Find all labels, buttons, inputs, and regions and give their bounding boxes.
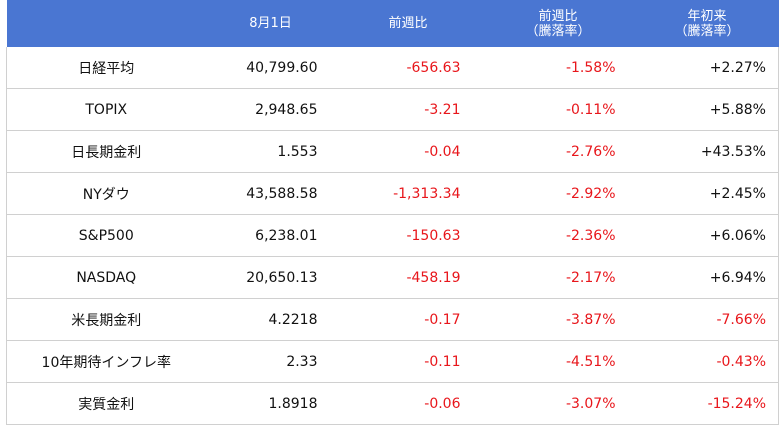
- value-cell: -3.21: [335, 88, 481, 131]
- header-cell: [7, 0, 206, 47]
- value-cell: 2,948.65: [205, 88, 336, 131]
- value-cell: +43.53%: [635, 130, 779, 173]
- header-cell: 前週比: [336, 0, 481, 47]
- table-row: 米長期金利 4.2218 -0.17 -3.87% -7.66%: [6, 298, 779, 341]
- table-row: 実質金利 1.8918 -0.06 -3.07% -15.24%: [6, 382, 779, 425]
- value-cell: -3.87%: [480, 298, 636, 341]
- value-cell: -4.51%: [480, 340, 636, 383]
- value-cell: -7.66%: [635, 298, 779, 341]
- table-row: NASDAQ 20,650.13 -458.19 -2.17% +6.94%: [6, 256, 779, 299]
- header-text: 前週比: [538, 8, 578, 24]
- value-cell: -1,313.34: [335, 172, 481, 215]
- header-text: 年初来: [687, 8, 727, 24]
- row-label: 日経平均: [6, 47, 206, 89]
- header-cell: 年初来 （騰落率）: [636, 0, 779, 47]
- table-row: NYダウ 43,588.58 -1,313.34 -2.92% +2.45%: [6, 172, 779, 215]
- table-row: TOPIX 2,948.65 -3.21 -0.11% +5.88%: [6, 88, 779, 131]
- value-cell: 2.33: [205, 340, 336, 383]
- value-cell: 1.8918: [205, 382, 336, 425]
- value-cell: -0.43%: [635, 340, 779, 383]
- value-cell: -0.04: [335, 130, 481, 173]
- value-cell: -0.11: [335, 340, 481, 383]
- table-row: 10年期待インフレ率 2.33 -0.11 -4.51% -0.43%: [6, 340, 779, 383]
- value-cell: -150.63: [335, 214, 481, 257]
- value-cell: -2.92%: [480, 172, 636, 215]
- value-cell: -0.06: [335, 382, 481, 425]
- value-cell: -656.63: [335, 47, 481, 89]
- market-table: 8月1日 前週比 前週比 （騰落率） 年初来 （騰落率） 日経平均 40,799.60 -65…: [6, 0, 779, 425]
- row-label: 米長期金利: [6, 298, 206, 341]
- value-cell: 20,650.13: [205, 256, 336, 299]
- value-cell: -1.58%: [480, 47, 636, 89]
- value-cell: +6.94%: [635, 256, 779, 299]
- row-label: S&P500: [6, 214, 206, 257]
- header-cell: 8月1日: [206, 0, 336, 47]
- value-cell: -458.19: [335, 256, 481, 299]
- row-label: NYダウ: [6, 172, 206, 215]
- header-row: 8月1日 前週比 前週比 （騰落率） 年初来 （騰落率）: [6, 0, 779, 47]
- value-cell: -0.11%: [480, 88, 636, 131]
- table-row: S&P500 6,238.01 -150.63 -2.36% +6.06%: [6, 214, 779, 257]
- header-text: 8月1日: [249, 16, 292, 31]
- table-row: 日長期金利 1.553 -0.04 -2.76% +43.53%: [6, 130, 779, 173]
- row-label: 実質金利: [6, 382, 206, 425]
- value-cell: -3.07%: [480, 382, 636, 425]
- table-row: 日経平均 40,799.60 -656.63 -1.58% +2.27%: [6, 47, 779, 89]
- header-text: （騰落率）: [525, 23, 591, 39]
- value-cell: -15.24%: [635, 382, 779, 425]
- value-cell: +5.88%: [635, 88, 779, 131]
- row-label: NASDAQ: [6, 256, 206, 299]
- value-cell: -0.17: [335, 298, 481, 341]
- value-cell: -2.36%: [480, 214, 636, 257]
- value-cell: -2.17%: [480, 256, 636, 299]
- value-cell: 43,588.58: [205, 172, 336, 215]
- header-text: 前週比: [388, 16, 428, 31]
- row-label: 日長期金利: [6, 130, 206, 173]
- header-cell: 前週比 （騰落率）: [481, 0, 636, 47]
- header-text: （騰落率）: [674, 23, 740, 39]
- row-label: TOPIX: [6, 88, 206, 131]
- value-cell: 1.553: [205, 130, 336, 173]
- row-label: 10年期待インフレ率: [6, 340, 206, 383]
- table-body: 日経平均 40,799.60 -656.63 -1.58% +2.27% TOPIX 2,9…: [6, 47, 779, 425]
- value-cell: 4.2218: [205, 298, 336, 341]
- value-cell: +6.06%: [635, 214, 779, 257]
- value-cell: 40,799.60: [205, 47, 336, 89]
- value-cell: 6,238.01: [205, 214, 336, 257]
- value-cell: +2.27%: [635, 47, 779, 89]
- value-cell: -2.76%: [480, 130, 636, 173]
- value-cell: +2.45%: [635, 172, 779, 215]
